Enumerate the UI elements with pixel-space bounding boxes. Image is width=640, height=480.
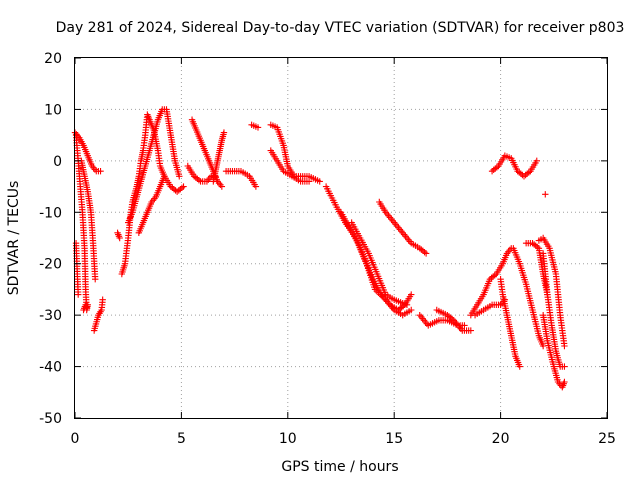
data-point: [305, 178, 313, 185]
data-point: [218, 183, 226, 190]
data-point: [82, 301, 89, 309]
x-tick-label: 5: [177, 431, 186, 447]
series-s14: [248, 121, 262, 131]
series-s22: [433, 306, 475, 334]
data-point: [254, 124, 262, 131]
y-tick-label: 20: [44, 51, 62, 67]
series-s8: [125, 106, 183, 226]
series-s6: [114, 229, 123, 242]
data-point: [533, 157, 540, 165]
data-point: [180, 183, 187, 190]
series-s30: [539, 250, 551, 298]
data-point: [542, 191, 549, 198]
x-axis-label: GPS time / hours: [281, 459, 398, 475]
series-s31: [488, 152, 540, 180]
data-point: [220, 129, 228, 136]
series-s26: [510, 245, 547, 350]
y-tick-labels: 20 10 0 -10 -20 -30 -40 -50: [39, 51, 62, 427]
data-point: [403, 301, 411, 309]
series-s16: [267, 147, 313, 185]
data-point: [161, 173, 168, 180]
series-s32: [542, 191, 549, 198]
data-point: [539, 342, 547, 350]
series-s29: [539, 311, 568, 391]
grid: [75, 58, 607, 418]
series-s2: [72, 131, 91, 314]
data-point: [408, 291, 415, 298]
series-s19: [348, 219, 411, 309]
data-point: [74, 291, 82, 298]
series-s7: [118, 111, 187, 278]
data-point: [252, 183, 260, 190]
series-s24: [471, 296, 509, 319]
data-point: [408, 306, 415, 314]
chart-title: Day 281 of 2024, Sidereal Day-to-day VTE…: [56, 20, 625, 36]
series-s25: [497, 275, 523, 370]
data-point: [116, 234, 123, 242]
series-s20: [376, 198, 430, 257]
data-point: [561, 363, 568, 370]
x-tick-label: 25: [598, 431, 616, 447]
data-point: [516, 363, 523, 370]
x-tick-label: 20: [492, 431, 510, 447]
data-point: [316, 178, 323, 185]
y-axis-label: SDTVAR / TECUs: [6, 181, 22, 296]
series-s18: [337, 209, 415, 319]
y-tick-label: 0: [53, 154, 62, 170]
y-tick-label: -10: [39, 205, 62, 221]
axis-ticks: [74, 57, 608, 419]
y-tick-label: -20: [39, 257, 62, 273]
data-point: [422, 250, 430, 257]
data-point: [97, 167, 104, 175]
data-points: [71, 106, 568, 391]
data-point: [99, 296, 106, 303]
series-s15: [267, 121, 323, 185]
x-tick-label: 0: [71, 431, 80, 447]
data-point: [467, 327, 475, 334]
data-point: [92, 275, 99, 283]
series-s28: [535, 234, 568, 350]
series-s4: [72, 239, 82, 298]
x-tick-label: 10: [279, 431, 297, 447]
y-tick-label: 10: [44, 102, 62, 118]
series-s3: [78, 157, 99, 283]
x-tick-label: 15: [385, 431, 403, 447]
series-s33: [80, 301, 89, 314]
y-tick-label: -50: [39, 411, 62, 427]
data-point: [176, 173, 183, 180]
y-tick-label: -40: [39, 360, 62, 376]
x-tick-labels: 0 5 10 15 20 25: [71, 431, 616, 447]
series-s13: [222, 167, 260, 190]
data-point: [561, 342, 568, 350]
series-s5: [90, 296, 106, 334]
plot-frame: [74, 57, 608, 419]
series-s9: [135, 173, 168, 237]
series-s12: [210, 129, 228, 185]
data-point: [561, 378, 568, 386]
data-point: [544, 291, 551, 298]
y-tick-label: -30: [39, 308, 62, 324]
series-s17: [322, 183, 415, 314]
